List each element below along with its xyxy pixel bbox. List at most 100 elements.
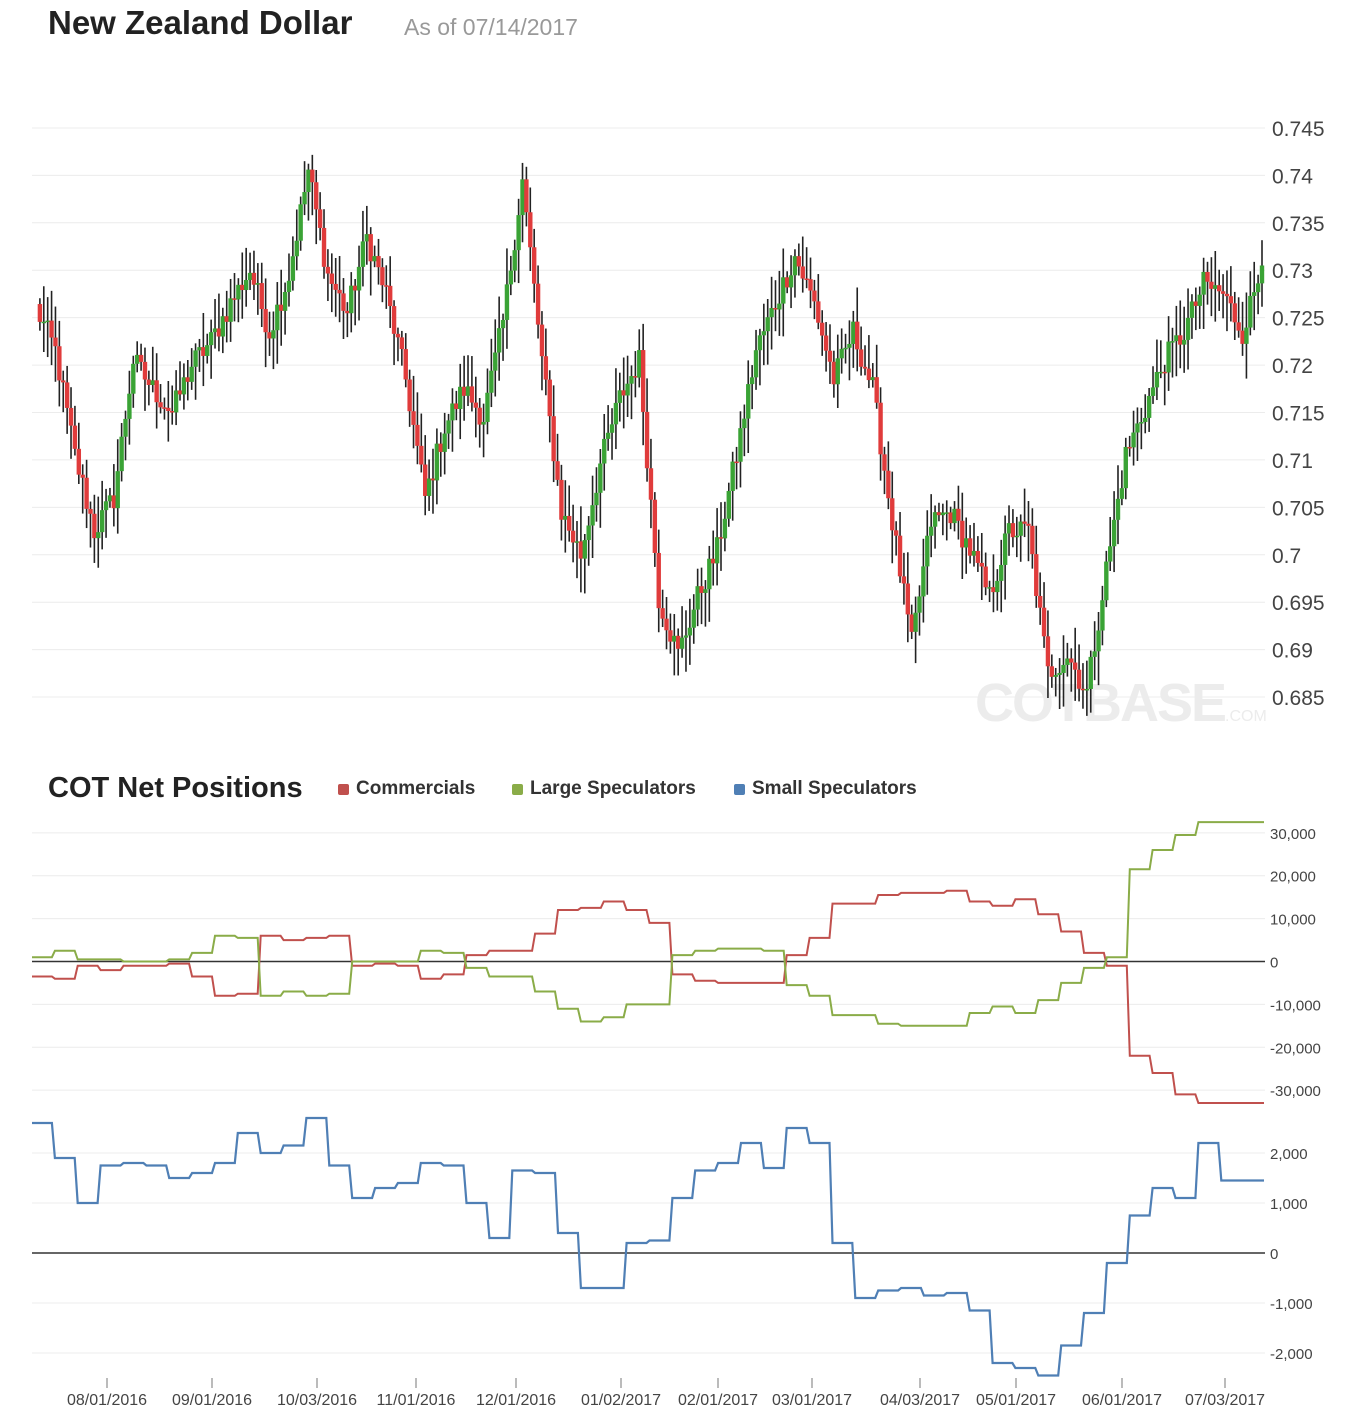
candle	[37, 298, 43, 331]
candle-body	[454, 403, 459, 410]
series-line-commercials	[32, 889, 1264, 1104]
candle	[897, 512, 903, 583]
candle-body	[866, 368, 872, 381]
candle-body	[134, 354, 140, 364]
candle-body	[1061, 664, 1066, 673]
candle	[784, 271, 790, 294]
candle	[49, 290, 54, 366]
candle	[644, 378, 650, 482]
candle	[734, 446, 739, 490]
small-spec-series	[32, 1116, 1264, 1377]
candle-body	[1018, 521, 1023, 536]
candle-body	[146, 379, 152, 385]
candle	[1170, 327, 1175, 378]
candle	[376, 238, 381, 285]
candle-body	[356, 266, 362, 291]
candle	[1143, 394, 1148, 434]
candle-body	[890, 498, 895, 531]
candle	[792, 249, 798, 298]
candle	[656, 529, 661, 633]
candle	[193, 343, 198, 400]
candle-body	[788, 275, 794, 288]
candle-body	[138, 354, 144, 362]
candle-body	[761, 331, 767, 336]
candle	[928, 494, 934, 558]
candle	[633, 351, 638, 398]
candle-body	[928, 526, 934, 536]
candle-body	[1240, 330, 1245, 344]
candle-body	[45, 320, 50, 323]
candle	[88, 501, 93, 548]
candle-body	[391, 306, 397, 334]
candle-body	[1166, 341, 1171, 373]
candle-body	[1220, 291, 1226, 294]
candle	[983, 552, 988, 596]
candle-body	[1127, 446, 1132, 449]
x-tick-label: 01/02/2017	[581, 1392, 661, 1409]
candle-body	[816, 301, 821, 323]
price-tick-label: 0.72	[1272, 355, 1313, 378]
candle	[45, 297, 50, 358]
candle	[1185, 288, 1191, 370]
candle-body	[395, 333, 401, 338]
legend-small-speculators[interactable]: Small Speculators	[734, 778, 917, 800]
candle	[267, 311, 272, 356]
candle	[430, 448, 436, 514]
candle-body	[185, 377, 190, 382]
candle-body	[660, 608, 665, 619]
candle-body	[442, 433, 447, 452]
x-tick-label: 03/01/2017	[772, 1392, 852, 1409]
candle-body	[582, 540, 587, 559]
candle-body	[493, 352, 498, 371]
candle	[851, 310, 856, 368]
candle	[123, 410, 128, 461]
candle-body	[1092, 651, 1097, 657]
x-axis: 08/01/2016 09/01/2016 10/03/2016 11/01/2016…	[67, 1378, 1265, 1409]
candle-body	[640, 350, 646, 412]
candle	[796, 243, 802, 276]
candle	[372, 245, 377, 268]
candle-body	[430, 478, 436, 481]
candle-body	[531, 247, 537, 284]
candle	[1154, 339, 1160, 401]
candle-body	[426, 478, 432, 496]
candle	[1123, 437, 1128, 500]
candle-body	[72, 425, 78, 449]
candle-body	[150, 380, 155, 385]
candle	[364, 205, 370, 265]
candle	[664, 597, 669, 650]
candle	[454, 390, 459, 421]
candle	[1096, 611, 1101, 686]
candle-body	[1115, 498, 1121, 520]
candle	[321, 209, 327, 279]
candle	[384, 265, 389, 309]
candle-body	[726, 490, 731, 519]
candle	[142, 347, 148, 411]
candle	[80, 464, 85, 514]
candle	[236, 278, 241, 323]
candle-body	[590, 505, 595, 526]
candle-body	[738, 428, 743, 462]
candle	[1061, 635, 1066, 707]
candle	[520, 162, 525, 243]
candle-body	[271, 330, 276, 339]
candle	[134, 341, 140, 373]
legend-large-speculators[interactable]: Large Speculators	[512, 778, 696, 800]
candle	[352, 279, 358, 326]
candle	[407, 369, 412, 427]
candle	[399, 330, 405, 366]
candle-body	[84, 477, 89, 509]
small-spec-gridlines	[32, 1152, 1265, 1354]
candle	[823, 322, 829, 372]
cot-tick-label: -10,000	[1270, 997, 1321, 1014]
candle-body	[827, 350, 833, 362]
price-tick-label: 0.69	[1272, 640, 1313, 663]
candle-body	[1244, 327, 1249, 344]
candle	[255, 263, 261, 315]
candle-body	[399, 337, 405, 350]
candle-body	[1108, 546, 1113, 562]
candle-body	[605, 432, 611, 439]
legend-commercials[interactable]: Commercials	[338, 778, 475, 800]
candle	[602, 413, 607, 491]
candle	[251, 250, 257, 301]
